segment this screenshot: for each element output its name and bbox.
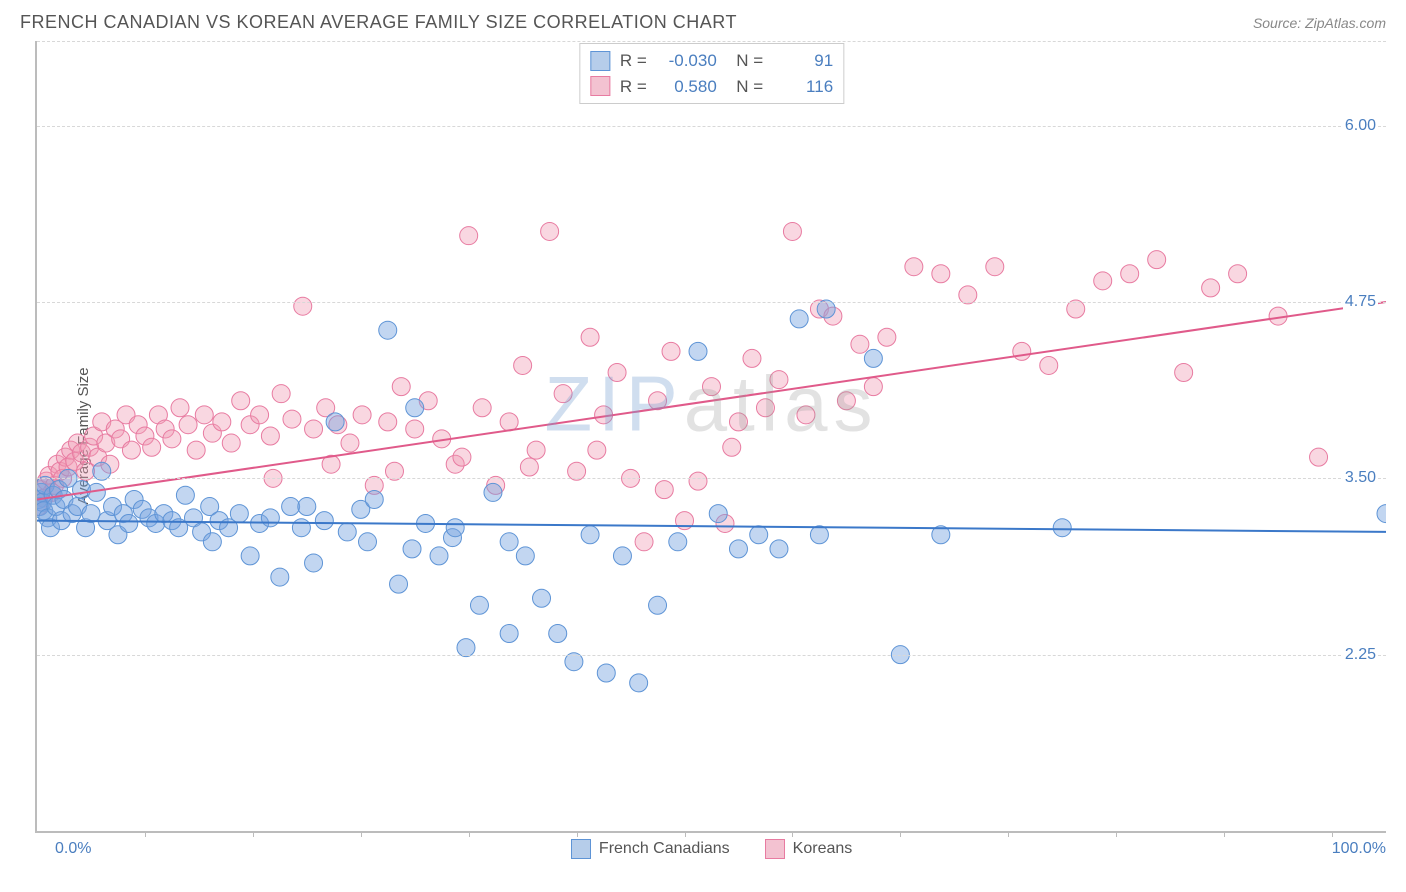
- swatch-icon: [590, 76, 610, 96]
- n-value-0: 91: [773, 48, 833, 74]
- stats-legend: R = -0.030 N = 91 R = 0.580 N = 116: [579, 43, 844, 104]
- x-min-label: 0.0%: [55, 840, 91, 858]
- swatch-icon: [765, 839, 785, 859]
- chart-title: FRENCH CANADIAN VS KOREAN AVERAGE FAMILY…: [20, 12, 737, 33]
- stats-row-0: R = -0.030 N = 91: [590, 48, 833, 74]
- x-axis-row: 0.0% French Canadians Koreans 100.0%: [0, 833, 1406, 859]
- chart-area: Average Family Size R = -0.030 N = 91 R …: [35, 41, 1386, 833]
- legend-label-1: Koreans: [793, 840, 853, 858]
- r-value-0: -0.030: [657, 48, 717, 74]
- chart-header: FRENCH CANADIAN VS KOREAN AVERAGE FAMILY…: [0, 0, 1406, 41]
- scatter-plot: [37, 41, 1386, 831]
- x-max-label: 100.0%: [1332, 840, 1386, 858]
- source-label: Source: ZipAtlas.com: [1253, 15, 1386, 31]
- stats-row-1: R = 0.580 N = 116: [590, 74, 833, 100]
- n-value-1: 116: [773, 74, 833, 100]
- legend-label-0: French Canadians: [599, 840, 730, 858]
- series-legend: French Canadians Koreans: [571, 839, 852, 859]
- legend-item-1: Koreans: [765, 839, 853, 859]
- r-value-1: 0.580: [657, 74, 717, 100]
- swatch-icon: [571, 839, 591, 859]
- legend-item-0: French Canadians: [571, 839, 730, 859]
- swatch-icon: [590, 51, 610, 71]
